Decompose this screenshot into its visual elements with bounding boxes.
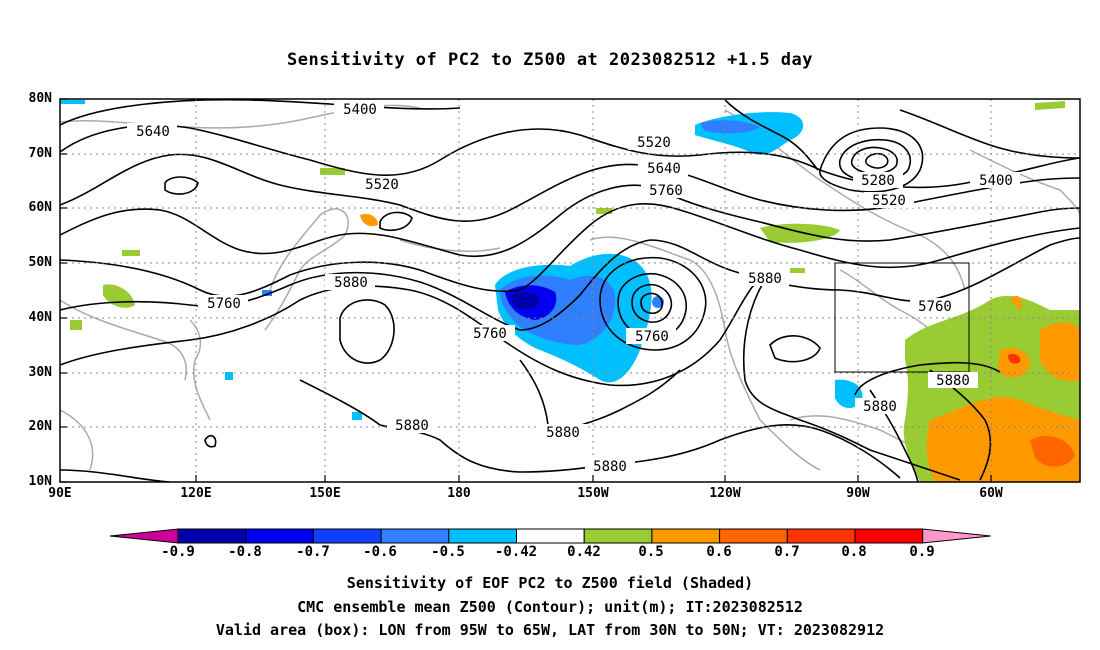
colorbar-label: -0.6: [363, 544, 397, 560]
contour-label: 5880: [936, 373, 970, 389]
lon-label: 120E: [180, 486, 212, 501]
colorbar-label: -0.7: [296, 544, 330, 560]
contour-label: 5520: [637, 135, 671, 151]
colorbar-label: 0.7: [774, 544, 800, 560]
colorbar-label: -0.5: [431, 544, 465, 560]
contour-label: 5880: [546, 425, 580, 441]
contour-labels: 5400 5640 5520 5280 5400 5520 5520 5640 …: [127, 101, 1020, 475]
colorbar-label: 0.5: [638, 544, 664, 560]
contour-label: 5760: [635, 329, 669, 345]
contour-label: 5880: [334, 275, 368, 291]
lat-lon-grid: [60, 99, 1080, 482]
colorbar-label: 0.42: [567, 544, 601, 560]
lat-label: 80N: [28, 91, 52, 106]
sensitivity-shading: [60, 100, 1080, 482]
lon-label: 90W: [846, 486, 870, 501]
contour-label: 5520: [872, 193, 906, 209]
contour-label: 5760: [473, 326, 507, 342]
colorbar-label: -0.8: [228, 544, 262, 560]
axis-ticks: [60, 98, 992, 483]
contour-label: 5760: [649, 183, 683, 199]
colorbar-label: -0.42: [494, 544, 538, 560]
lat-label: 50N: [28, 255, 52, 270]
valid-area-box: [834, 262, 970, 373]
contour-label: 5640: [647, 161, 681, 177]
contour-label: 5640: [136, 124, 170, 140]
lon-label: 150W: [577, 486, 609, 501]
lon-label: 60W: [979, 486, 1003, 501]
colorbar-label: 0.9: [909, 544, 935, 560]
lon-label: 180: [447, 486, 471, 501]
contour-label: 5880: [593, 459, 627, 475]
contour-label: 5520: [365, 177, 399, 193]
lat-label: 70N: [28, 146, 52, 161]
contour-label: 5880: [748, 271, 782, 287]
lat-label: 10N: [28, 474, 52, 489]
lat-label: 20N: [28, 419, 52, 434]
map-title: Sensitivity of PC2 to Z500 at 2023082512…: [286, 50, 813, 70]
contour-label: 5760: [918, 299, 952, 315]
contour-label: 5400: [343, 102, 377, 118]
lon-label: 150E: [309, 486, 341, 501]
contour-label: 5760: [207, 296, 241, 312]
lon-label: 120W: [709, 486, 741, 501]
colorbar-label: -0.9: [161, 544, 195, 560]
lat-label: 40N: [28, 310, 52, 325]
contour-label: 5880: [395, 418, 429, 434]
contour-label: 5880: [863, 399, 897, 415]
lat-label: 60N: [28, 200, 52, 215]
caption-line-1: Sensitivity of EOF PC2 to Z500 field (Sh…: [346, 574, 754, 592]
colorbar-label: 0.6: [706, 544, 732, 560]
contour-label: 5280: [861, 173, 895, 189]
contour-label: 5400: [979, 173, 1013, 189]
lon-label: 90E: [48, 486, 72, 501]
caption-line-3: Valid area (box): LON from 95W to 65W, L…: [215, 621, 885, 639]
colorbar-label: 0.8: [841, 544, 867, 560]
caption-line-2: CMC ensemble mean Z500 (Contour); unit(m…: [297, 598, 803, 616]
map-frame: [59, 98, 1081, 483]
lat-label: 30N: [28, 365, 52, 380]
